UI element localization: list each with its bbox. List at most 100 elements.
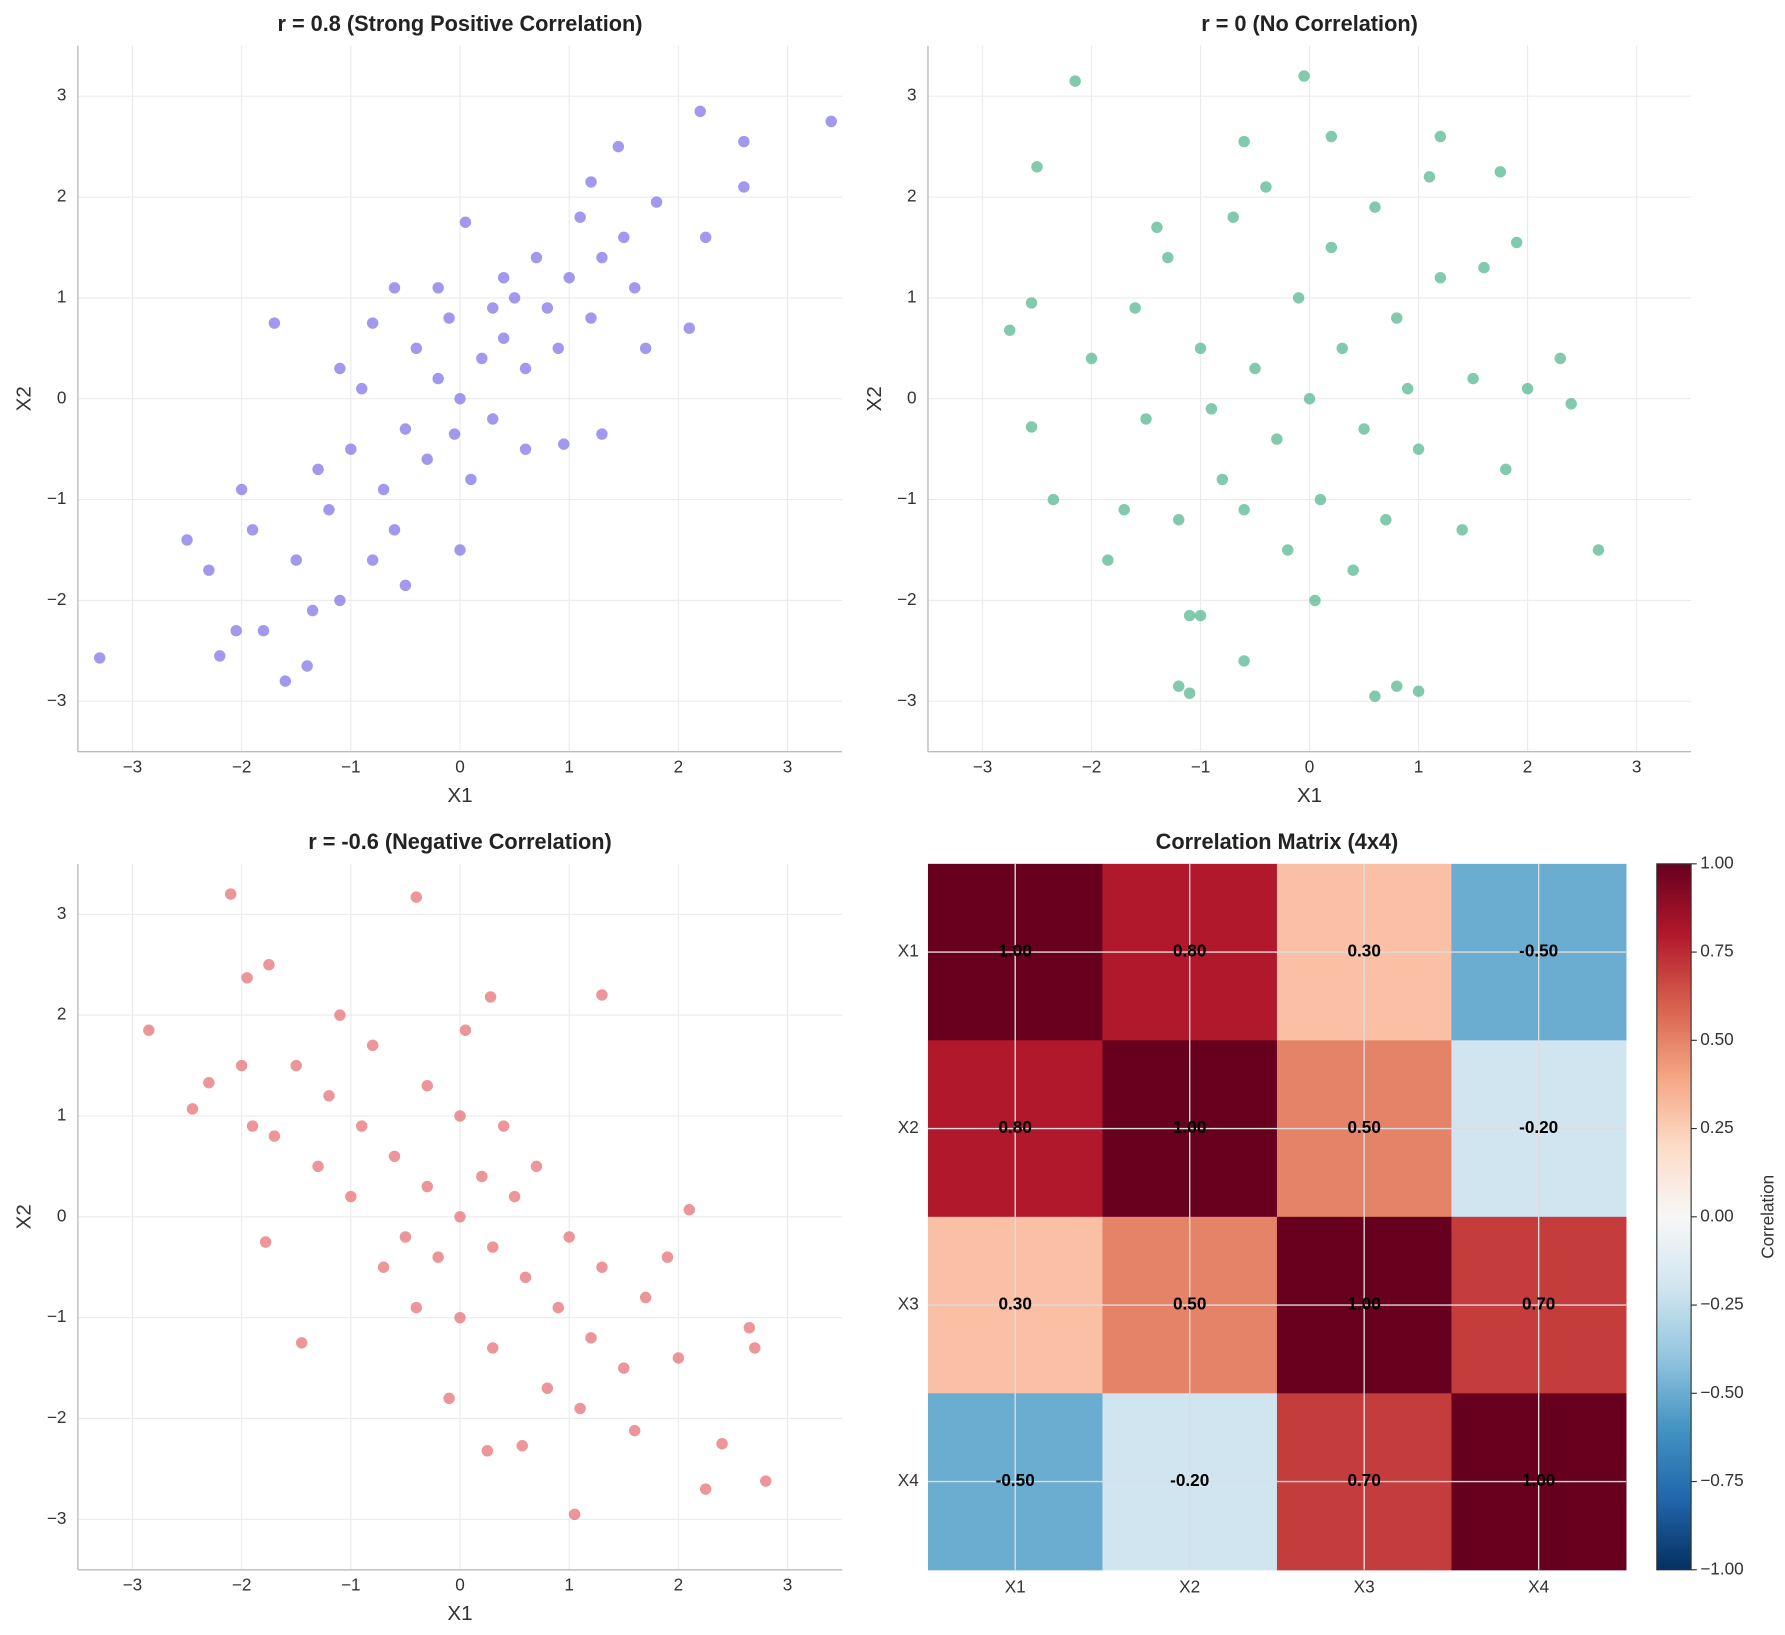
y-tick-label: 2 [57, 1004, 67, 1024]
point [1336, 342, 1348, 355]
point [558, 438, 570, 450]
chart-title: Correlation Matrix (4x4) [1156, 829, 1399, 854]
point [268, 317, 281, 329]
colorbar-tick-label: −0.25 [1700, 1294, 1743, 1314]
cell-label: -0.50 [1519, 941, 1558, 961]
point [596, 251, 608, 264]
cell-label: -0.20 [1170, 1470, 1209, 1490]
cell-label: 0.80 [1173, 941, 1206, 961]
point [1467, 372, 1479, 385]
x-tick-label: −1 [1191, 756, 1211, 776]
point [749, 1342, 761, 1354]
point [1434, 130, 1447, 143]
point [568, 1508, 581, 1521]
point [650, 196, 663, 208]
point [454, 544, 466, 556]
y-tick-label: 1 [907, 286, 917, 306]
point [1592, 544, 1605, 556]
point [1412, 443, 1425, 455]
point [738, 135, 750, 148]
y-tick-label: −1 [47, 1306, 67, 1326]
y-axis-label: X2 [13, 1204, 36, 1229]
point [1309, 594, 1321, 607]
y-tick-label: 1 [57, 286, 67, 306]
x-tick-label: 2 [1523, 756, 1533, 776]
point [497, 332, 510, 344]
point [487, 413, 499, 425]
cell-label: 1.00 [1522, 1470, 1555, 1490]
point [443, 312, 455, 324]
point [421, 1180, 433, 1193]
point [1183, 609, 1196, 622]
y-tick-label: 0 [907, 387, 917, 407]
point [541, 1382, 554, 1394]
point [399, 1231, 412, 1243]
point [246, 524, 259, 536]
point [476, 1170, 488, 1183]
point [1151, 221, 1163, 234]
point [366, 554, 379, 566]
point [1298, 70, 1310, 82]
point [181, 534, 193, 546]
x-tick-label: −2 [1082, 756, 1102, 776]
chart-title: r = 0.8 (Strong Positive Correlation) [277, 11, 642, 36]
cell-label: 1.00 [999, 941, 1032, 961]
colorbar-label: Correlation [1757, 1175, 1777, 1259]
point [585, 312, 597, 324]
point [519, 362, 532, 375]
x-tick-label: −3 [973, 756, 993, 776]
point [585, 176, 597, 188]
point [1102, 554, 1114, 566]
y-tick-label: −2 [47, 1407, 67, 1427]
chart-title: r = -0.6 (Negative Correlation) [308, 829, 612, 854]
point [410, 1301, 423, 1314]
point [1129, 302, 1141, 314]
x-tick-label: −1 [341, 1574, 361, 1594]
x-tick-label: −3 [123, 756, 143, 776]
point [143, 1024, 155, 1036]
cell-label: 0.70 [1522, 1294, 1555, 1314]
point [366, 317, 379, 329]
colorbar-tick-label: 0.50 [1700, 1029, 1733, 1049]
point [312, 463, 324, 476]
point [410, 891, 423, 903]
point [1303, 393, 1316, 405]
point [683, 1204, 696, 1216]
cell-label: 1.00 [1173, 1117, 1206, 1137]
x-tick-label: X3 [1354, 1577, 1375, 1597]
x-axis-label: X1 [447, 1602, 472, 1625]
point [454, 393, 466, 405]
point [596, 428, 608, 440]
point [743, 1322, 756, 1334]
point [235, 483, 248, 496]
point [230, 624, 242, 637]
point [618, 1362, 630, 1374]
x-tick-label: 1 [564, 756, 574, 776]
x-tick-label: −2 [232, 756, 252, 776]
point [1565, 398, 1577, 410]
x-tick-label: 3 [783, 756, 793, 776]
colorbar-tick-label: −0.50 [1700, 1382, 1743, 1402]
point [268, 1130, 281, 1142]
point [1238, 503, 1250, 516]
point [356, 382, 368, 395]
x-tick-label: X1 [1005, 1577, 1026, 1597]
point [552, 342, 564, 355]
y-tick-label: 3 [57, 903, 67, 923]
x-tick-label: X4 [1528, 1577, 1549, 1597]
point [290, 554, 302, 566]
chart-title: r = 0 (No Correlation) [1201, 11, 1418, 36]
point [628, 1424, 641, 1437]
point [1325, 130, 1338, 143]
point [448, 428, 461, 440]
point [290, 1059, 302, 1072]
point [235, 1059, 248, 1072]
point [312, 1160, 324, 1173]
colorbar-tick-label: −0.75 [1700, 1470, 1743, 1490]
y-tick-label: −2 [897, 589, 917, 609]
point [399, 423, 412, 435]
x-tick-label: −2 [232, 1574, 252, 1594]
x-tick-label: −3 [123, 1574, 143, 1594]
point [399, 579, 412, 592]
point [454, 1110, 466, 1122]
